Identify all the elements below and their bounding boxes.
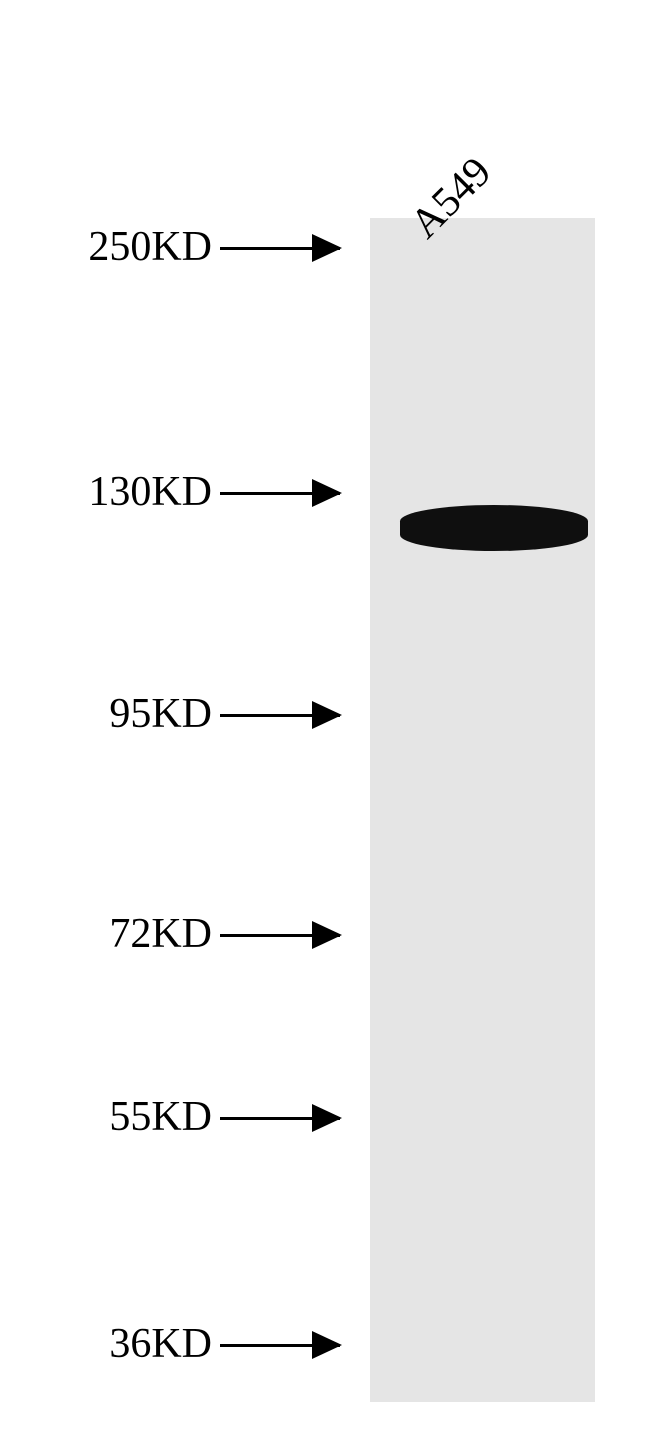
arrow-icon xyxy=(220,714,340,717)
arrow-icon xyxy=(220,934,340,937)
ladder-label: 36KD xyxy=(42,1320,212,1368)
ladder-label: 250KD xyxy=(42,223,212,271)
ladder-label: 95KD xyxy=(42,690,212,738)
arrow-icon xyxy=(220,1117,340,1120)
ladder-label: 130KD xyxy=(42,468,212,516)
blot-lane xyxy=(370,218,595,1402)
arrow-icon xyxy=(220,1344,340,1347)
arrow-icon xyxy=(220,492,340,495)
ladder-label: 55KD xyxy=(42,1093,212,1141)
arrow-icon xyxy=(220,247,340,250)
ladder-label: 72KD xyxy=(42,910,212,958)
blot-band xyxy=(400,505,588,551)
